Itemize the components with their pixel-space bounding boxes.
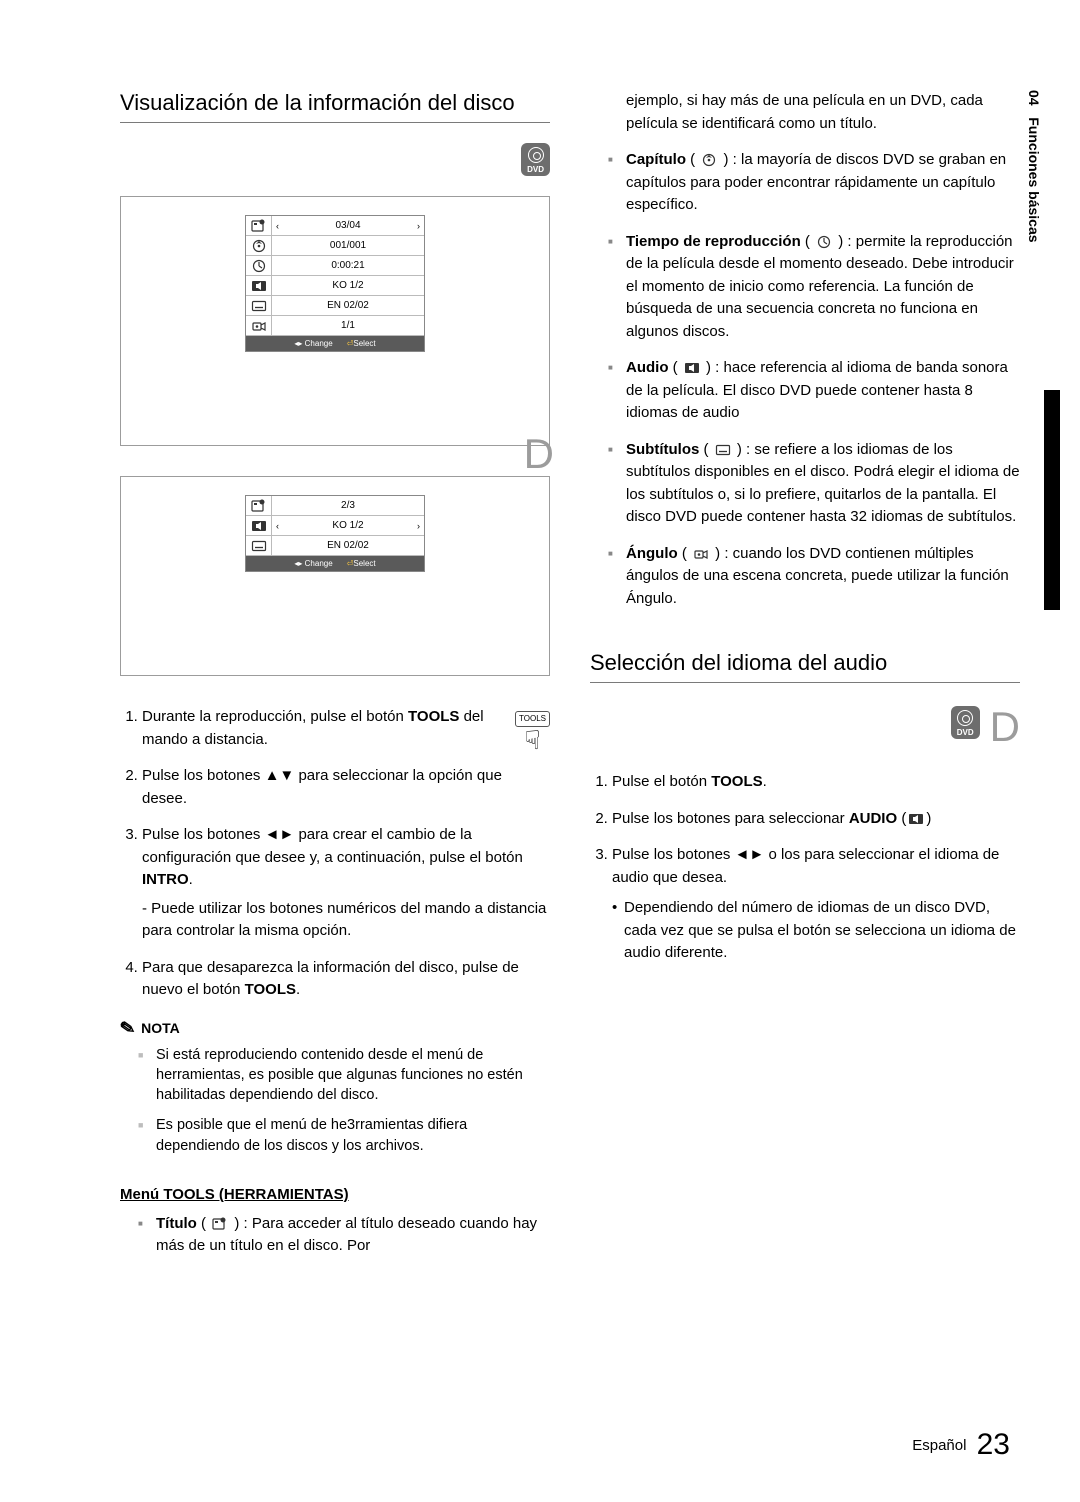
feature-item: Subtítulos ( ) : se refiere a los idioma… xyxy=(626,439,1020,529)
footer-page: 23 xyxy=(977,1428,1010,1461)
section-title-left: Visualización de la información del disc… xyxy=(120,90,550,123)
title-icon xyxy=(246,496,272,515)
nota-item: Si está reproduciendo contenido desde el… xyxy=(156,1045,550,1106)
step-item: TOOLS ☟ Durante la reproducción, pulse e… xyxy=(142,706,550,751)
time-icon xyxy=(246,256,272,275)
subtitle-icon xyxy=(713,442,733,458)
info-value: ‹03/04› xyxy=(272,216,424,235)
step-item: Pulse los botones ◄► o los para seleccio… xyxy=(612,844,1020,965)
subtitle-icon xyxy=(246,296,272,315)
chapter-num: 04 xyxy=(1026,90,1042,106)
tools-press-graphic: TOOLS ☟ xyxy=(515,706,550,755)
info-screen-2: 2/3 ‹KO 1/2› EN 02/02 ◂▸ Change ⏎Select xyxy=(120,476,550,676)
info-value: ‹KO 1/2› xyxy=(272,516,424,535)
dvd-badge-label-2: DVD xyxy=(957,728,974,737)
titulo-label: Título xyxy=(156,1215,197,1232)
title-icon xyxy=(246,216,272,235)
feature-item: Tiempo de reproducción ( ) : permite la … xyxy=(626,231,1020,344)
pencil-icon: ✎ xyxy=(118,1016,137,1039)
steps-right: Pulse el botón TOOLS. Pulse los botones p… xyxy=(590,771,1020,965)
subtitle-icon xyxy=(246,536,272,555)
info-screen-1: ‹03/04› 001/001 0:00:21 KO 1/2 EN 02/02 … xyxy=(120,196,550,446)
audio-icon xyxy=(682,360,702,376)
info-value: KO 1/2 xyxy=(272,276,424,295)
title-icon xyxy=(210,1216,230,1232)
black-tab xyxy=(1044,390,1060,610)
info-value: 1/1 xyxy=(272,316,424,335)
divx-d-icon: D xyxy=(524,430,554,478)
feature-list: Capítulo ( ) : la mayoría de discos DVD … xyxy=(590,149,1020,610)
side-tab: 04 Funciones básicas xyxy=(1026,90,1042,243)
info-value: EN 02/02 xyxy=(272,296,424,315)
audio-icon xyxy=(246,516,272,535)
dvd-badge: DVD xyxy=(521,143,550,176)
nota-item: Es posible que el menú de he3rramientas … xyxy=(156,1115,550,1156)
info-row: 0:00:21 xyxy=(246,256,424,276)
chapter-icon xyxy=(246,236,272,255)
left-column: Visualización de la información del disc… xyxy=(120,90,550,1272)
chapter-icon xyxy=(699,152,719,168)
info-row: EN 02/02 xyxy=(246,536,424,556)
step-item: Pulse los botones ▲▼ para seleccionar la… xyxy=(142,765,550,810)
menu-tools-heading: Menú TOOLS (HERRAMIENTAS) xyxy=(120,1186,550,1203)
audio-icon xyxy=(906,811,926,827)
right-column: ejemplo, si hay más de una película en u… xyxy=(590,90,1020,1272)
nota-list: Si está reproduciendo contenido desde el… xyxy=(120,1045,550,1156)
change-select-bar: ◂▸ Change ⏎Select xyxy=(246,556,424,571)
sub-bullet: Dependiendo del número de idiomas de un … xyxy=(624,897,1020,965)
feature-item: Capítulo ( ) : la mayoría de discos DVD … xyxy=(626,149,1020,217)
step-item: Para que desaparezca la información del … xyxy=(142,957,550,1002)
time-icon xyxy=(814,234,834,250)
footer-lang: Español xyxy=(912,1437,966,1454)
change-select-bar: ◂▸ Change ⏎Select xyxy=(246,336,424,351)
angle-icon xyxy=(246,316,272,335)
info-row: KO 1/2 xyxy=(246,276,424,296)
info-value: EN 02/02 xyxy=(272,536,424,555)
info-row: ‹KO 1/2› xyxy=(246,516,424,536)
info-value: 0:00:21 xyxy=(272,256,424,275)
titulo-item: Título ( ) : Para acceder al título dese… xyxy=(120,1213,550,1258)
info-value: 001/001 xyxy=(272,236,424,255)
chapter-label: Funciones básicas xyxy=(1026,117,1042,242)
feature-item: Ángulo ( ) : cuando los DVD contienen mú… xyxy=(626,543,1020,611)
intro-cont: ejemplo, si hay más de una película en u… xyxy=(590,90,1020,135)
info-value: 2/3 xyxy=(272,496,424,515)
steps-left: TOOLS ☟ Durante la reproducción, pulse e… xyxy=(120,706,550,1002)
info-row: EN 02/02 xyxy=(246,296,424,316)
dvd-badge-label: DVD xyxy=(527,165,544,174)
info-row: 1/1 xyxy=(246,316,424,336)
hand-icon: ☟ xyxy=(515,727,550,753)
page-footer: Español 23 xyxy=(912,1428,1010,1462)
info-row: 001/001 xyxy=(246,236,424,256)
step-item: Pulse el botón TOOLS. xyxy=(612,771,1020,794)
feature-item: Audio ( ) : hace referencia al idioma de… xyxy=(626,357,1020,425)
section-title-right: Selección del idioma del audio xyxy=(590,650,1020,683)
divx-d-icon-2: D xyxy=(990,703,1020,751)
audio-icon xyxy=(246,276,272,295)
nota-heading: ✎ NOTA xyxy=(120,1018,550,1039)
info-row: ‹03/04› xyxy=(246,216,424,236)
angle-icon xyxy=(691,546,711,562)
step-item: Pulse los botones para seleccionar AUDIO… xyxy=(612,808,1020,831)
dvd-badge-2: DVD xyxy=(951,706,980,739)
info-row: 2/3 xyxy=(246,496,424,516)
nota-label: NOTA xyxy=(141,1020,180,1036)
step-item: Pulse los botones ◄► para crear el cambi… xyxy=(142,824,550,943)
